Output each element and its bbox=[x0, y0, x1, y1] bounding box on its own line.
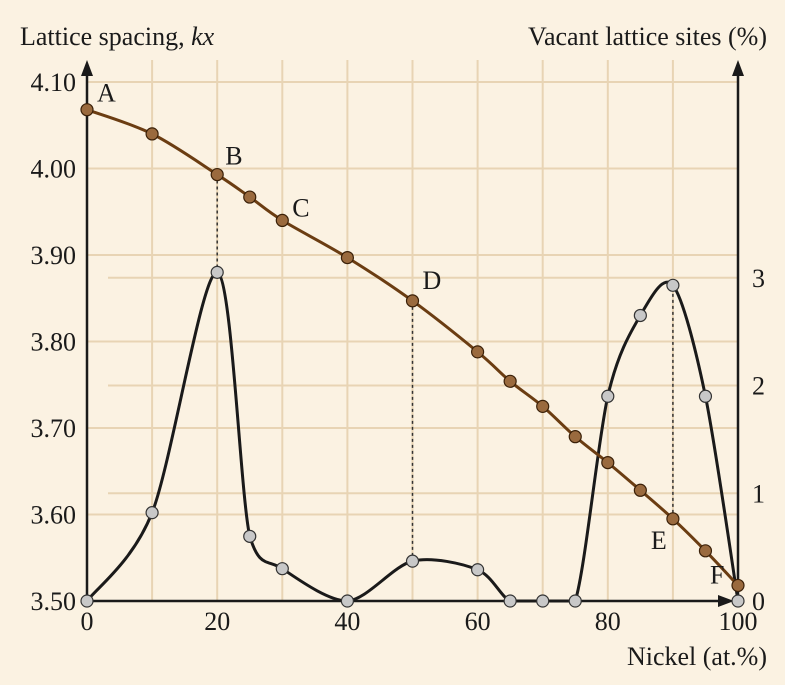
vacancy-point bbox=[633, 308, 647, 323]
lattice-point bbox=[731, 578, 745, 593]
lattice-point bbox=[698, 544, 713, 558]
y-right-axis-title: Vacant lattice sites (%) bbox=[528, 22, 767, 51]
vacancy-point bbox=[601, 389, 615, 403]
x-tick-label: 100 bbox=[719, 607, 758, 636]
y-left-tick-label: 3.60 bbox=[31, 501, 77, 530]
vacancy-point bbox=[698, 389, 713, 403]
x-tick-label: 40 bbox=[334, 607, 360, 636]
series-points bbox=[80, 103, 745, 608]
lattice-point bbox=[471, 345, 485, 359]
y-left-tick-label: 4.00 bbox=[31, 155, 77, 184]
y-left-tick-label: 3.50 bbox=[31, 587, 77, 616]
lattice-point bbox=[340, 250, 354, 265]
lattice-point bbox=[601, 456, 615, 470]
x-tick-label: 60 bbox=[465, 607, 491, 636]
x-tick-label: 80 bbox=[595, 607, 621, 636]
x-tick-label: 20 bbox=[204, 607, 230, 636]
lattice-point bbox=[210, 167, 224, 182]
y-left-tick-label: 3.90 bbox=[31, 241, 77, 270]
lattice-point bbox=[275, 213, 289, 227]
vacancy-point bbox=[210, 265, 224, 279]
vacancy-point bbox=[503, 594, 517, 608]
lattice-point bbox=[568, 430, 582, 444]
lattice-point bbox=[145, 127, 159, 141]
y-right-axis-arrow bbox=[732, 60, 744, 76]
lattice-point bbox=[405, 294, 420, 308]
lattice-point bbox=[80, 103, 94, 117]
vacancy-point bbox=[568, 594, 582, 608]
y-right-tick-label: 1 bbox=[752, 479, 765, 508]
annotation-label: A bbox=[97, 79, 116, 108]
dashed-guides bbox=[216, 174, 674, 562]
y-left-tick-label: 3.80 bbox=[31, 328, 77, 357]
annotation-label: F bbox=[710, 560, 724, 589]
vacancy-point bbox=[243, 529, 257, 543]
lattice-point bbox=[633, 483, 647, 497]
tick-labels: 0 20 40 60 80 1003.503.603.703.803.904.004.10… bbox=[31, 68, 766, 636]
lattice-series-line bbox=[86, 108, 740, 587]
lattice-point bbox=[243, 190, 257, 204]
y-right-tick-label: 3 bbox=[752, 264, 765, 293]
vacancy-point bbox=[145, 506, 159, 520]
y-left-axis-title: Lattice spacing, kx bbox=[20, 22, 215, 51]
axes bbox=[81, 60, 744, 607]
x-axis-title: Nickel (at.%) bbox=[627, 642, 767, 671]
x-axis-arrow bbox=[718, 595, 734, 607]
y-right-tick-label: 2 bbox=[752, 372, 765, 401]
y-left-tick-label: 3.70 bbox=[31, 414, 77, 443]
vacancy-point bbox=[80, 594, 94, 608]
annotation-label: C bbox=[292, 193, 309, 222]
vacancy-point bbox=[731, 594, 745, 608]
x-tick-label: 0 bbox=[81, 607, 94, 636]
vacancy-point bbox=[340, 594, 354, 608]
lattice-point bbox=[503, 374, 517, 388]
y-left-axis-arrow bbox=[81, 60, 93, 76]
annotation-label: D bbox=[423, 266, 442, 295]
vacancy-point bbox=[405, 554, 420, 568]
y-right-tick-label: 0 bbox=[752, 587, 765, 616]
annotation-label: B bbox=[225, 142, 242, 171]
vacancy-point bbox=[471, 563, 485, 577]
y-left-tick-label: 4.10 bbox=[31, 68, 77, 97]
annotations: A B C D E F bbox=[97, 79, 724, 590]
lattice-point bbox=[536, 399, 550, 413]
vacancy-point bbox=[666, 278, 680, 292]
vacancy-point bbox=[536, 594, 550, 608]
vacancy-point bbox=[275, 562, 289, 576]
annotation-label: E bbox=[651, 526, 667, 555]
lattice-point bbox=[666, 512, 680, 526]
